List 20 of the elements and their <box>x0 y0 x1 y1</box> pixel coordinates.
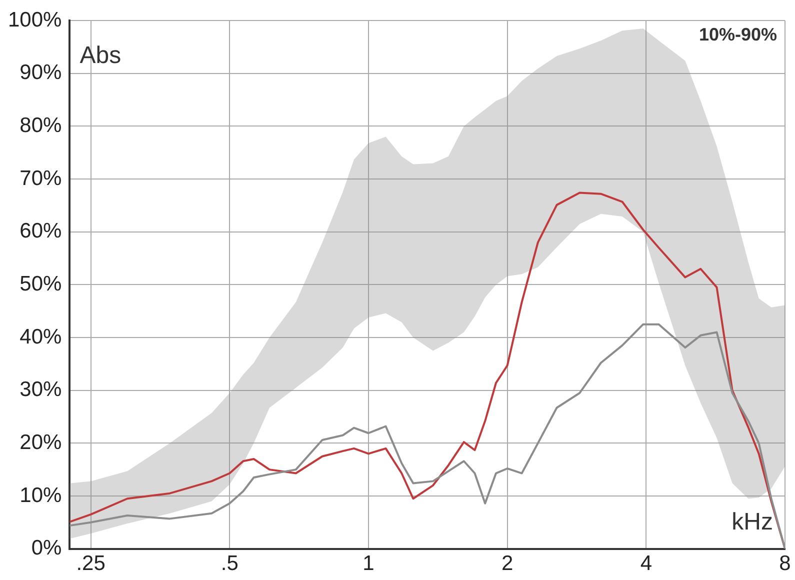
y-tick-label: 60% <box>20 220 62 243</box>
y-tick-label: 40% <box>20 325 62 348</box>
x-tick-label: 8 <box>779 552 791 576</box>
x-tick-label: 4 <box>640 552 652 576</box>
y-tick-label: 70% <box>20 166 62 190</box>
annotation: 10%-90% <box>698 24 777 45</box>
x-axis-title: kHz <box>732 508 773 536</box>
y-tick-label: 50% <box>20 272 62 296</box>
x-tick-label: .5 <box>220 552 238 576</box>
y-tick-label: 20% <box>20 430 62 454</box>
y-tick-label: 30% <box>20 378 62 402</box>
y-tick-label: 0% <box>31 536 62 560</box>
y-tick-label: 10% <box>20 484 62 507</box>
x-tick-label: 1 <box>362 552 374 576</box>
y-axis-title: Abs <box>80 42 122 70</box>
y-tick-label: 100% <box>8 8 62 32</box>
y-tick-label: 90% <box>20 61 62 84</box>
x-tick-label: 2 <box>501 552 514 576</box>
y-tick-label: 80% <box>20 114 62 138</box>
x-tick-label: .25 <box>76 552 106 576</box>
